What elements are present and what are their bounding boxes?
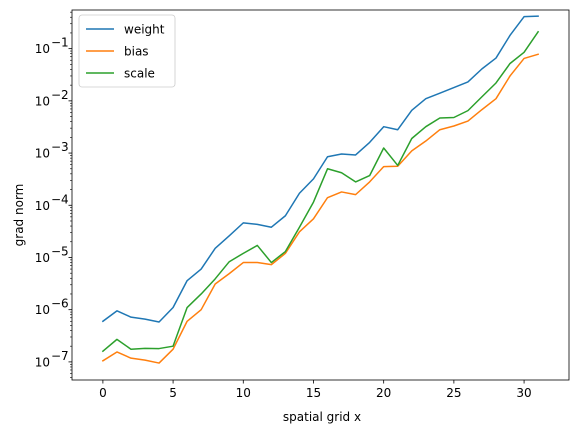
x-tick-label: 25	[446, 386, 461, 400]
y-tick-exponent: −1	[51, 36, 69, 50]
y-tick-exponent: −3	[51, 140, 69, 154]
y-tick-exponent: −5	[51, 244, 69, 258]
plot-frame	[71, 9, 570, 381]
x-tick-label: 20	[376, 386, 391, 400]
x-tick-label: 5	[169, 386, 177, 400]
y-axis-label: grad norm	[12, 184, 26, 247]
x-tick-label: 15	[306, 386, 321, 400]
series-line-bias	[101, 53, 540, 364]
plot-area	[71, 9, 570, 381]
y-tick-label: 10	[35, 147, 50, 161]
y-axis: 10−710−610−510−410−310−210−1	[35, 11, 72, 378]
y-tick-exponent: −4	[51, 192, 69, 206]
y-tick-label: 10	[35, 94, 50, 108]
x-axis-label: spatial grid x	[283, 410, 361, 424]
x-axis: 0 5 10 15 20 25 30	[99, 380, 532, 400]
y-tick-label: 10	[35, 355, 50, 369]
y-tick-label: 10	[35, 303, 50, 317]
x-tick-label: 30	[516, 386, 531, 400]
legend-label-weight: weight	[124, 23, 165, 37]
y-tick-exponent: −7	[51, 349, 69, 363]
series-line-scale	[101, 30, 540, 353]
y-tick-label: 10	[35, 199, 50, 213]
y-tick-label: 10	[35, 251, 50, 265]
x-tick-label: 0	[99, 386, 107, 400]
x-tick-label: 10	[236, 386, 251, 400]
legend: weight bias scale	[78, 14, 176, 88]
legend-label-scale: scale	[124, 67, 155, 81]
y-tick-exponent: −2	[51, 88, 69, 102]
legend-box	[78, 14, 176, 88]
y-tick-exponent: −6	[51, 297, 69, 311]
y-tick-label: 10	[35, 42, 50, 56]
series-line-weight	[101, 15, 539, 323]
legend-label-bias: bias	[124, 45, 149, 59]
